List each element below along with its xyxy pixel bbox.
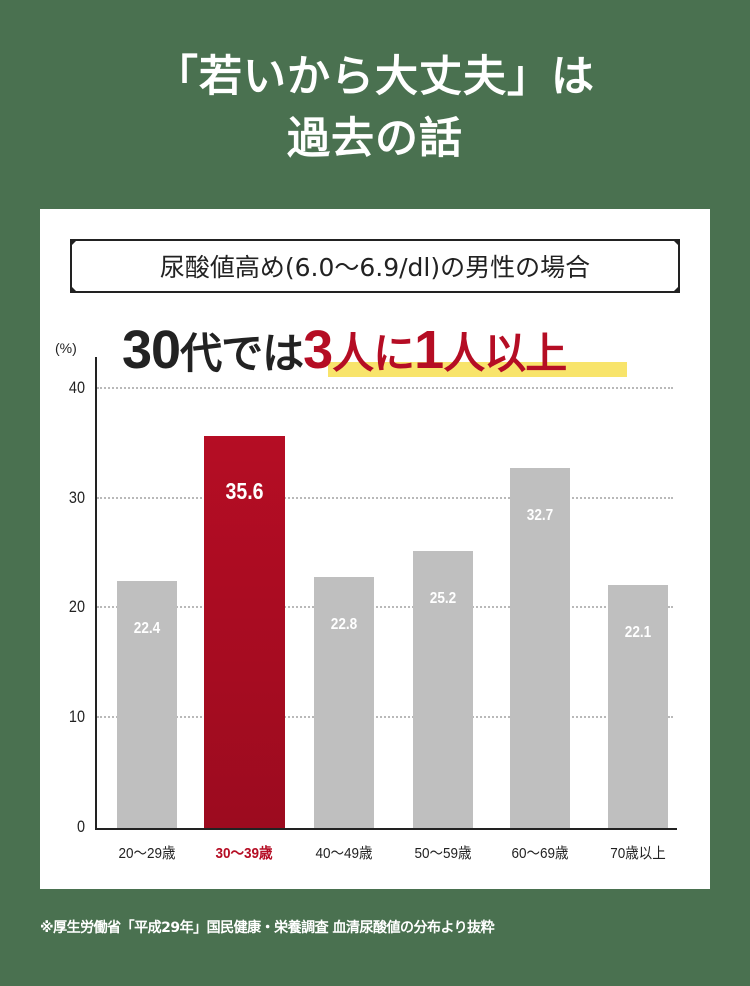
y-tick-20: 20 [68,597,85,616]
y-tick-10: 10 [68,707,85,726]
gridline-10 [97,716,673,718]
chart-tagline: 30代では3人に1人以上 [122,318,567,382]
bar-40s: 22.8 [314,577,374,829]
y-axis [95,357,97,830]
corner-decoration [673,286,679,292]
x-axis [95,828,677,830]
headline: 「若いから大丈夫」は 過去の話 [0,46,750,170]
x-label-50s: 50〜59歳 [414,845,472,862]
bar-value: 22.8 [330,616,358,633]
x-label-20s: 20〜29歳 [118,845,176,862]
tagline-number: 1 [414,320,444,380]
x-label-40s: 40〜49歳 [315,845,373,862]
tagline-text: 代では [180,329,304,378]
bar-value: 25.2 [429,590,457,607]
source-footnote: ※厚生労働省「平成29年」国民健康・栄養調査 血清尿酸値の分布より抜粋 [40,920,495,936]
headline-line-2: 過去の話 [287,114,463,164]
tagline-highlight [328,362,627,377]
gridline-30 [97,497,673,499]
bar-value: 35.6 [225,478,264,504]
headline-line-1: 「若いから大丈夫」は [155,52,595,102]
bar-value: 22.1 [624,624,652,641]
gridline-40 [97,387,673,389]
tagline-number: 3 [303,320,333,380]
y-tick-0: 0 [76,817,85,836]
corner-decoration [71,286,77,292]
bar-value: 22.4 [133,620,161,637]
bar-30s: 35.6 [204,436,285,829]
bar-value: 32.7 [526,507,554,524]
y-tick-40: 40 [68,378,85,397]
tagline-text: 人以上 [443,329,567,378]
bar-50s: 25.2 [413,551,473,829]
corner-decoration [673,240,679,246]
bar-20s: 22.4 [117,581,177,829]
chart-subtitle-box: 尿酸値高め(6.0〜6.9/dl)の男性の場合 [70,239,680,293]
y-tick-30: 30 [68,488,85,507]
bar-60s: 32.7 [510,468,570,829]
x-label-60s: 60〜69歳 [511,845,569,862]
corner-decoration [71,240,77,246]
bar-70s: 22.1 [608,585,668,829]
x-label-70s: 70歳以上 [610,845,666,862]
tagline-text: 人に [332,329,415,378]
tagline-age: 30 [122,320,181,380]
gridline-20 [97,606,673,608]
chart-subtitle: 尿酸値高め(6.0〜6.9/dl)の男性の場合 [159,253,591,282]
x-label-30s: 30〜39歳 [215,845,273,862]
y-axis-unit: (%) [55,340,77,356]
